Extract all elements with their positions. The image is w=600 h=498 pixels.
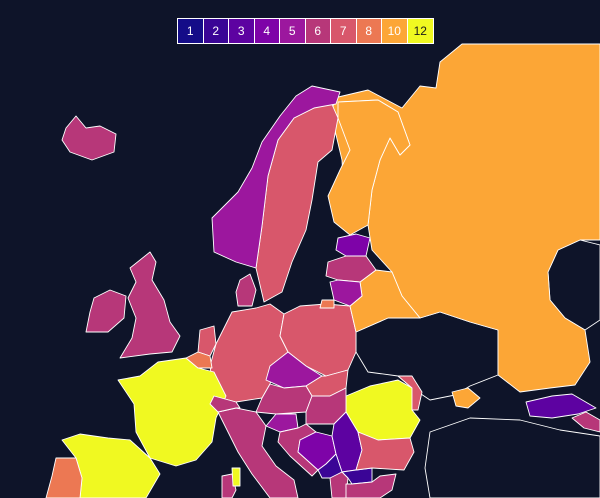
region-ireland[interactable] — [85, 289, 127, 333]
region-slovenia[interactable] — [265, 413, 299, 433]
legend-item-6: 6 — [305, 19, 331, 43]
region-bulgaria[interactable] — [355, 431, 415, 471]
region-belgium[interactable] — [185, 351, 213, 369]
legend-item-5: 5 — [280, 19, 306, 43]
region-iceland[interactable] — [61, 115, 117, 161]
region-crimea[interactable] — [451, 387, 481, 409]
region-uk[interactable] — [119, 251, 181, 359]
legend-item-3: 3 — [229, 19, 255, 43]
region-latvia[interactable] — [325, 255, 377, 283]
legend-item-7: 7 — [331, 19, 357, 43]
region-greece[interactable] — [345, 473, 397, 498]
region-azerbaijan[interactable] — [571, 411, 600, 433]
region-moldova[interactable] — [397, 375, 423, 411]
legend-item-8: 8 — [356, 19, 382, 43]
legend-item-10: 10 — [382, 19, 408, 43]
region-sweden[interactable] — [255, 99, 339, 303]
region-switzerland[interactable] — [209, 395, 241, 413]
region-turkey[interactable] — [424, 417, 600, 498]
region-norway[interactable] — [211, 85, 341, 269]
region-france[interactable] — [117, 357, 227, 467]
region-georgia[interactable] — [525, 393, 597, 419]
region-corsica[interactable] — [231, 467, 241, 487]
region-kaliningrad[interactable] — [319, 299, 335, 309]
legend-item-12: 12 — [407, 19, 433, 43]
region-hungary[interactable] — [305, 387, 347, 425]
region-netherlands[interactable] — [197, 325, 217, 357]
legend: 1 2 3 4 5 6 7 8 10 12 — [177, 18, 434, 44]
legend-item-4: 4 — [254, 19, 280, 43]
region-estonia[interactable] — [335, 233, 371, 257]
region-denmark[interactable] — [235, 273, 257, 307]
legend-item-1: 1 — [178, 19, 204, 43]
region-finland[interactable] — [327, 99, 411, 236]
region-portugal[interactable] — [45, 457, 83, 498]
legend-item-2: 2 — [203, 19, 229, 43]
